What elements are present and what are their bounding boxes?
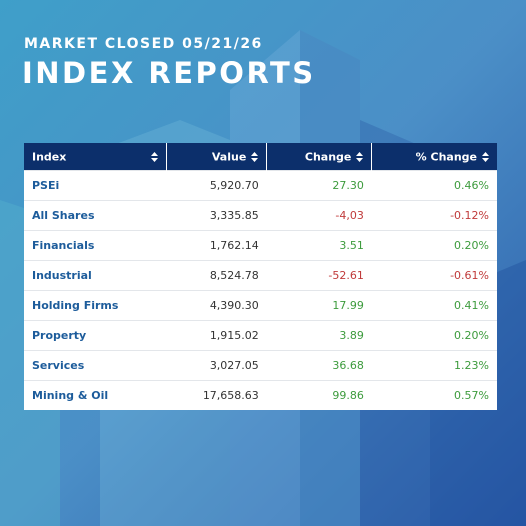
change-cell: 36.68 [266,350,372,381]
column-header[interactable]: Index [24,143,168,171]
table-row: Financials 1,762.14 3.51 0.20% [24,230,497,261]
value-cell: 8,524.78 [166,260,267,291]
change-cell: 27.30 [266,170,372,201]
table-row: Industrial 8,524.78 -52.61 -0.61% [24,260,497,291]
table-body: PSEi 5,920.70 27.30 0.46% All Shares 3,335.85… [24,170,497,410]
table-row: All Shares 3,335.85 -4,03 -0.12% [24,200,497,231]
change-cell: 99.86 [266,380,372,410]
sort-icon[interactable] [151,152,159,162]
sort-up [151,152,159,156]
percent-change-cell: 0.20% [371,320,497,351]
sort-down [356,157,364,162]
change-cell: -52.61 [266,260,372,291]
change-cell: 3.51 [266,230,372,261]
index-name: Services [24,350,167,381]
value-cell: 3,027.05 [166,350,267,381]
value-cell: 1,915.02 [166,320,267,351]
index-name: Holding Firms [24,290,167,321]
table-head: Index Value Change % Change [24,143,497,171]
column-header[interactable]: Value [166,143,268,171]
table-row: Mining & Oil 17,658.63 99.86 0.57% [24,380,497,410]
header-row: Index Value Change % Change [24,143,497,171]
sort-icon[interactable] [482,151,489,162]
table-row: Services 3,027.05 36.68 1.23% [24,350,497,381]
percent-change-cell: 0.57% [371,380,497,410]
sort-icon[interactable] [251,151,259,162]
index-table: Index Value Change % Change PSEi 5,920.70 27.… [24,143,497,410]
sort-down [482,157,489,162]
change-cell: 17.99 [266,290,372,321]
percent-change-cell: 1.23% [371,350,497,381]
column-label: Index [32,150,67,164]
index-name: Industrial [24,260,167,291]
sort-down [251,157,259,162]
subtitle: MARKET CLOSED 05/21/26 [24,36,263,52]
sort-up [356,151,364,156]
value-cell: 3,335.85 [166,200,267,231]
sort-up [251,151,259,156]
column-header[interactable]: Change [266,143,373,171]
column-header[interactable]: % Change [371,143,497,171]
sort-icon[interactable] [356,151,364,162]
column-label: Value [211,150,247,164]
title: INDEX REPORTS [22,56,316,90]
sort-down [151,158,159,162]
value-cell: 17,658.63 [166,380,267,410]
index-name: Property [24,320,167,351]
sort-up [482,151,489,156]
column-label: % Change [415,150,477,164]
percent-change-cell: 0.46% [371,170,497,201]
index-name: All Shares [24,200,167,231]
percent-change-cell: -0.61% [371,260,497,291]
table-row: Holding Firms 4,390.30 17.99 0.41% [24,290,497,321]
table-row: Property 1,915.02 3.89 0.20% [24,320,497,351]
column-label: Change [304,150,352,164]
percent-change-cell: 0.41% [371,290,497,321]
index-name: Financials [24,230,167,261]
change-cell: -4,03 [266,200,372,231]
value-cell: 1,762.14 [166,230,267,261]
percent-change-cell: -0.12% [371,200,497,231]
percent-change-cell: 0.20% [371,230,497,261]
change-cell: 3.89 [266,320,372,351]
table-row: PSEi 5,920.70 27.30 0.46% [24,170,497,201]
value-cell: 4,390.30 [166,290,267,321]
value-cell: 5,920.70 [166,170,267,201]
index-name: PSEi [24,170,167,201]
index-name: Mining & Oil [24,380,167,410]
